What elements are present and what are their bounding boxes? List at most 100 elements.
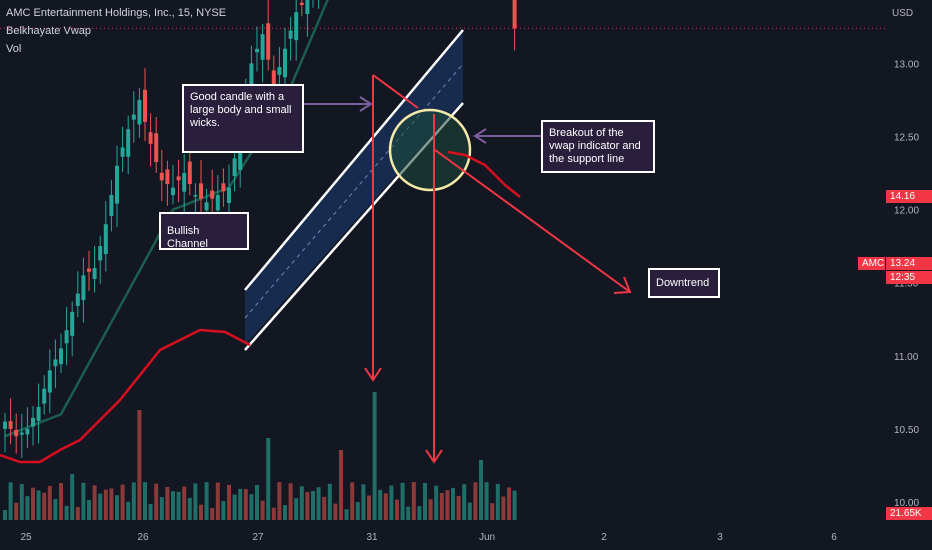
candle-body (53, 359, 58, 367)
volume-bar (75, 506, 80, 520)
volume-bar (126, 501, 131, 520)
volume-label: Vol (6, 43, 22, 55)
volume-bar (512, 490, 517, 520)
ticker-tag: AMC (858, 257, 885, 270)
volume-bar (395, 499, 399, 520)
candle-pointer-head (359, 96, 373, 112)
candle-body (283, 48, 287, 78)
volume-bar (372, 392, 377, 520)
x-tick-label: 26 (137, 532, 149, 543)
volume-bar (176, 491, 181, 520)
volume-bar (165, 486, 170, 520)
x-tick-label: 27 (252, 532, 264, 543)
candle-body (70, 311, 75, 336)
volume-bar (31, 487, 35, 520)
volume-bar (333, 503, 338, 520)
y-tick-label: 12.00 (894, 206, 919, 217)
candle-body (255, 48, 259, 53)
volume-bar (204, 482, 209, 520)
volume-bar (59, 483, 63, 520)
y-tick-label: 11.50 (894, 279, 919, 290)
countdown-tag: 12:35 (886, 271, 932, 284)
volume-bar (199, 504, 203, 520)
volume-bar (501, 496, 506, 520)
candle-body (8, 421, 13, 429)
candle-annotation: Good candle with a large body and small … (182, 84, 304, 153)
volume-bar (361, 484, 366, 520)
volume-bar (344, 509, 349, 520)
volume-bar (473, 482, 478, 520)
breakout-annotation: Breakout of the vwap indicator and the s… (541, 120, 655, 173)
volume-bar (137, 410, 142, 520)
candle-body (42, 388, 47, 404)
candle-body (159, 172, 164, 181)
volume-bar (417, 506, 422, 520)
volume-bar (154, 483, 159, 520)
candle-body (266, 23, 271, 60)
y-tick-label: 12.50 (894, 133, 919, 144)
volume-bar (507, 487, 511, 520)
candle-body (512, 0, 517, 29)
candle-body (299, 2, 304, 5)
volume-bar (260, 500, 265, 520)
volume-bar (490, 503, 495, 520)
candle-body (143, 89, 147, 122)
volume-bar (294, 498, 299, 520)
volume-bar (439, 492, 444, 520)
x-tick-label: 25 (20, 532, 32, 543)
volume-bar (311, 490, 315, 520)
candle-body (36, 406, 41, 421)
candle-body (187, 161, 192, 185)
volume-bar (283, 505, 287, 520)
volume-bar (148, 503, 153, 520)
volume-bar (19, 484, 24, 520)
volume-bar (350, 482, 355, 520)
volume-bar (159, 497, 164, 520)
candle-body (103, 224, 108, 255)
level-price-tag: 14.16 (886, 190, 932, 203)
channel-upper-line (244, 29, 464, 291)
candle-body (19, 432, 24, 435)
candle-body (98, 246, 103, 261)
breakout-circle (388, 108, 472, 192)
downtrend-arrow-head (613, 276, 632, 294)
y-tick-label: 10.00 (894, 498, 919, 509)
channel-fill (245, 30, 463, 345)
candle-body (59, 348, 63, 365)
volume-bar (115, 495, 119, 520)
volume-bar (451, 487, 455, 520)
drop-arrow-left-head (364, 367, 382, 382)
volume-bar (109, 488, 114, 520)
volume-bar (271, 507, 276, 520)
volume-bar (322, 496, 327, 520)
drop-arrow-right-head (425, 449, 443, 464)
candle-body (171, 187, 175, 196)
candle-body (131, 114, 136, 120)
x-tick-label: 31 (366, 532, 378, 543)
volume-bar (456, 495, 461, 520)
y-tick-label: 13.00 (894, 59, 919, 70)
volume-bar (367, 495, 371, 520)
volume-bar (3, 510, 7, 520)
breakout-pointer-head (473, 128, 487, 144)
volume-bar (378, 489, 383, 520)
candle-body (87, 268, 91, 272)
volume-bar (87, 499, 91, 520)
downtrend-arrow (434, 149, 631, 293)
volume-bar (232, 494, 237, 520)
candle-body (227, 187, 231, 203)
candle-body (165, 169, 170, 185)
volume-bar (227, 484, 231, 520)
volume-bar (131, 482, 136, 520)
volume-bar (484, 482, 489, 520)
candle-body (75, 293, 80, 306)
candle-body (154, 133, 159, 163)
channel-annotation: Bullish Channel (159, 212, 249, 250)
candle-body (25, 428, 30, 435)
volume-bar (193, 483, 198, 520)
candle-body (204, 202, 209, 211)
volume-bar (210, 508, 215, 520)
volume-bar (423, 482, 427, 520)
volume-bar (467, 502, 472, 520)
